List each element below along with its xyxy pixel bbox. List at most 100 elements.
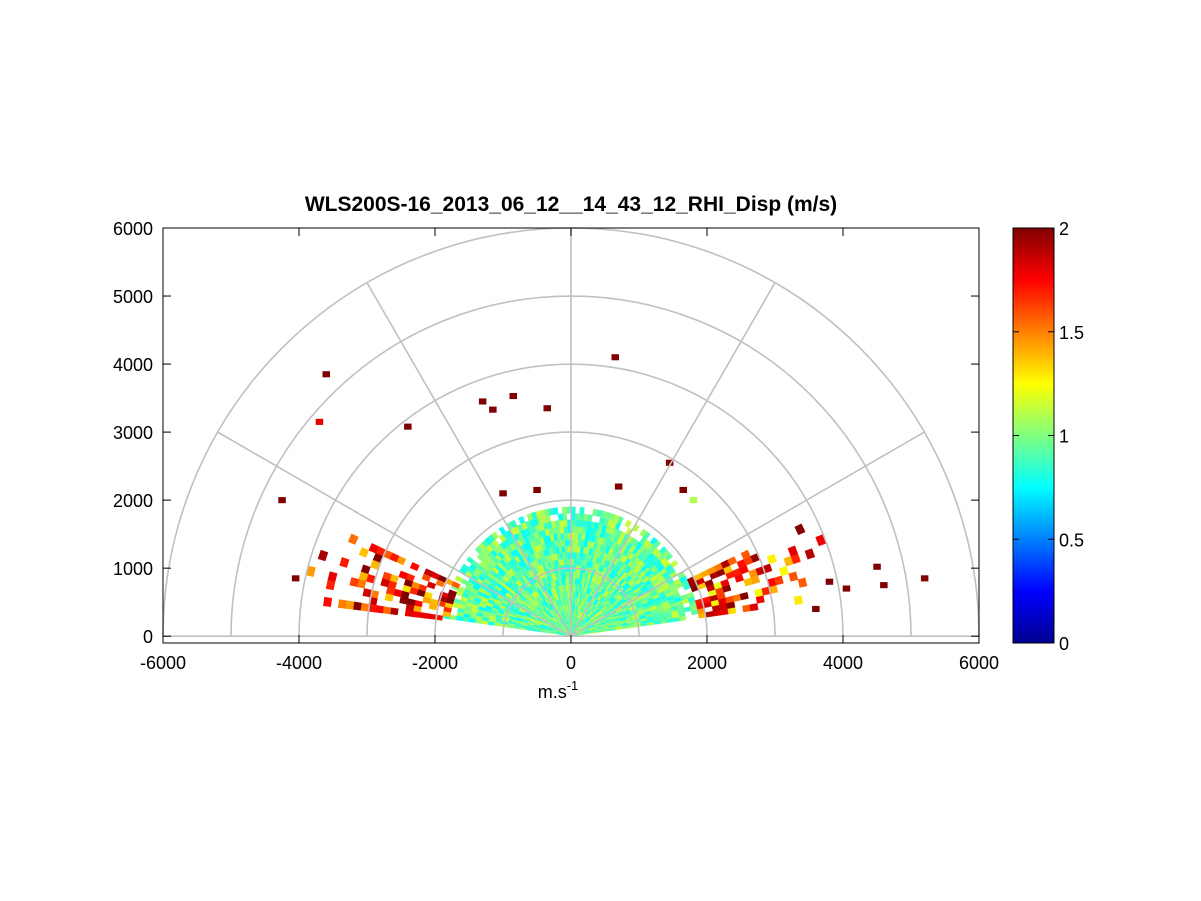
data-cell <box>582 513 589 522</box>
colorbar-tick-label: 0 <box>1059 634 1069 654</box>
data-cell <box>518 516 526 525</box>
data-cell <box>557 513 564 521</box>
data-cell <box>478 398 487 405</box>
data-cell <box>880 582 888 589</box>
y-tick-label: 5000 <box>113 287 153 307</box>
data-cell <box>679 486 687 493</box>
data-cell <box>389 607 399 616</box>
data-cell <box>349 577 360 588</box>
data-cell <box>543 405 551 412</box>
y-tick-label: 4000 <box>113 355 153 375</box>
data-cell <box>561 506 567 514</box>
data-cell <box>384 593 394 602</box>
data-cell <box>788 571 799 582</box>
x-axis-label-exponent: -1 <box>567 678 579 693</box>
data-cell <box>466 556 475 565</box>
data-cell <box>727 556 738 566</box>
data-cell <box>325 579 336 591</box>
data-cell <box>577 532 583 541</box>
angle-spoke <box>366 282 572 637</box>
data-cell <box>562 513 568 521</box>
data-cell <box>426 613 436 620</box>
data-cell <box>740 549 751 560</box>
data-cell <box>476 553 485 562</box>
x-tick-label: 4000 <box>823 653 863 673</box>
data-cell <box>665 459 674 466</box>
data-cell <box>766 553 778 565</box>
data-cell <box>315 418 324 425</box>
data-cell <box>804 548 816 560</box>
data-cell <box>339 557 350 568</box>
data-cell <box>649 536 658 546</box>
data-cell <box>574 519 580 527</box>
data-cell <box>382 606 392 615</box>
data-cell <box>352 601 362 611</box>
data-cell <box>449 614 457 621</box>
data-cell <box>409 562 420 572</box>
data-cell <box>454 575 463 583</box>
y-tick-label: 6000 <box>113 219 153 239</box>
data-cell <box>562 519 568 527</box>
x-tick-label: -4000 <box>276 653 322 673</box>
angle-spoke <box>570 282 776 637</box>
data-cell <box>689 497 698 504</box>
data-cell <box>323 596 333 607</box>
data-cell <box>574 532 579 540</box>
x-tick-label: -6000 <box>140 653 186 673</box>
data-cell <box>739 592 749 601</box>
data-cell <box>787 545 799 557</box>
colorbar-tick-label: 1.5 <box>1059 323 1084 343</box>
data-cell <box>920 575 929 582</box>
data-cell <box>574 513 580 521</box>
data-cell <box>278 497 286 504</box>
data-cell <box>404 609 414 617</box>
data-cell <box>358 547 370 558</box>
data-cell <box>421 573 432 582</box>
data-cell <box>579 506 585 515</box>
data-cell <box>291 575 300 582</box>
data-cell <box>670 559 679 568</box>
x-tick-label: 6000 <box>959 653 999 673</box>
data-cell <box>659 546 668 555</box>
data-cell <box>337 599 347 609</box>
data-cell <box>592 508 599 517</box>
colorbar-tick-label: 2 <box>1059 219 1069 239</box>
data-cell <box>793 595 803 605</box>
data-cell <box>578 519 584 528</box>
x-tick-label: 0 <box>566 653 576 673</box>
angle-spoke <box>570 431 925 637</box>
colorbar-ticks: 0 0.5 1 1.5 2 <box>1013 219 1084 654</box>
angle-spoke <box>217 431 572 637</box>
data-cell <box>419 612 429 619</box>
data-cell <box>573 551 578 560</box>
data-cell <box>360 602 370 612</box>
data-cell <box>873 563 881 570</box>
data-cell <box>825 578 834 585</box>
colorbar-tick-label: 1 <box>1059 427 1069 447</box>
data-cell <box>574 526 579 534</box>
colorbar-tick-label: 0.5 <box>1059 530 1084 550</box>
y-tick-label: 1000 <box>113 559 153 579</box>
x-axis-label: m.s-1 <box>538 678 579 702</box>
x-tick-label: -2000 <box>412 653 458 673</box>
data-cell <box>611 354 619 361</box>
y-tick-label: 3000 <box>113 423 153 443</box>
data-cell <box>412 610 421 618</box>
y-tick-label: 2000 <box>113 491 153 511</box>
data-cell <box>742 604 752 613</box>
data-cell <box>576 545 581 553</box>
data-cell <box>380 578 390 588</box>
data-cell <box>573 558 577 566</box>
data-cell <box>322 371 330 378</box>
data-cell <box>577 526 583 534</box>
data-cell <box>347 533 359 545</box>
colorbar <box>1013 228 1054 643</box>
data-cell <box>749 603 759 612</box>
data-cell <box>399 596 409 605</box>
data-cell <box>573 545 578 553</box>
data-cell <box>533 486 541 493</box>
data-cell <box>573 539 579 547</box>
data-cell <box>624 519 632 529</box>
chart-title: WLS200S-16_2013_06_12__14_43_12_RHI_Disp… <box>305 193 837 216</box>
